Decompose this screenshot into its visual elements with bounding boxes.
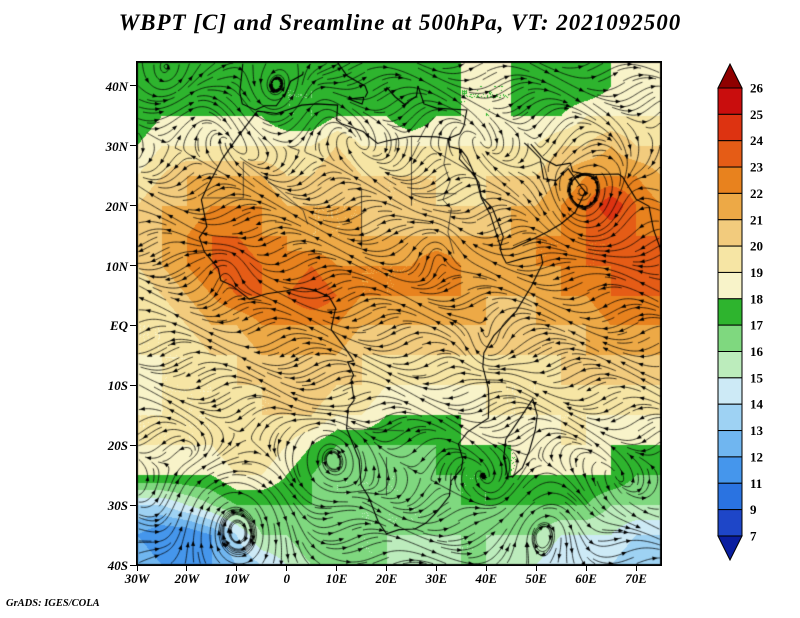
y-tick-mark [130, 205, 137, 207]
x-tick-label: 50E [525, 571, 548, 586]
colorbar-label: 23 [750, 160, 764, 175]
colorbar-segment [717, 456, 743, 484]
x-tick-mark [485, 565, 487, 571]
colorbar-segment [717, 298, 743, 326]
x-tick-mark [336, 565, 338, 571]
y-tick-label: EQ [109, 318, 128, 334]
y-tick-label: 30N [105, 138, 128, 154]
colorbar-label: 11 [750, 476, 762, 491]
colorbar-label: 7 [750, 528, 757, 543]
x-tick-mark [286, 565, 288, 571]
colorbar-label: 24 [750, 133, 764, 148]
colorbar-segment [717, 403, 743, 432]
x-tick-label: 0 [283, 571, 290, 586]
x-tick-mark [186, 565, 188, 571]
grads-credit: GrADS: IGES/COLA [6, 598, 100, 609]
colorbar-label: 21 [750, 212, 763, 227]
colorbar-segment [717, 430, 743, 458]
colorbar-label: 12 [750, 449, 763, 464]
x-tick-label: 30W [124, 571, 150, 586]
x-tick-label: 20E [375, 571, 398, 586]
y-tick-mark [130, 265, 137, 267]
colorbar-segment [717, 87, 743, 115]
colorbar-segment [717, 482, 743, 511]
colorbar: 26 25 24 23 22 21 20 19 18 17 16 15 14 13 12 11 9 7 [717, 62, 764, 562]
colorbar-segment [717, 245, 743, 273]
colorbar-segment [717, 192, 743, 221]
colorbar-label: 9 [750, 502, 757, 517]
y-tick-mark [130, 145, 137, 147]
x-tick-label: 10E [325, 571, 348, 586]
x-tick-label: 10W [224, 571, 250, 586]
colorbar-label: 22 [750, 186, 763, 201]
colorbar-label: 13 [750, 423, 764, 438]
colorbar-segment [717, 113, 743, 142]
colorbar-arrow-bottom [717, 535, 743, 562]
y-tick-label: 20S [107, 438, 128, 454]
x-tick-mark [635, 565, 637, 571]
colorbar-segment [717, 219, 743, 247]
colorbar-label: 25 [750, 107, 764, 122]
x-tick-label: 20W [174, 571, 200, 586]
colorbar-segment [717, 351, 743, 379]
y-tick-label: 10S [107, 378, 128, 394]
y-tick-mark [130, 504, 137, 506]
colorbar-segment [717, 377, 743, 405]
x-tick-mark [386, 565, 388, 571]
y-tick-mark [130, 444, 137, 446]
map-canvas [136, 61, 662, 566]
colorbar-label: 20 [750, 239, 763, 254]
colorbar-label: 19 [750, 265, 764, 280]
x-tick-label: 70E [625, 571, 647, 586]
colorbar-label: 16 [750, 344, 764, 359]
colorbar-label: 26 [750, 81, 764, 96]
y-tick-label: 30S [107, 498, 128, 514]
y-tick-mark [130, 324, 137, 326]
x-tick-mark [435, 565, 437, 571]
colorbar-label: 15 [750, 370, 764, 385]
x-tick-mark [136, 565, 138, 571]
colorbar-segment [717, 271, 743, 300]
colorbar-segment [717, 324, 743, 352]
x-tick-mark [585, 565, 587, 571]
y-tick-label: 40N [105, 78, 128, 94]
y-tick-mark [130, 564, 137, 566]
colorbar-segment [717, 509, 743, 537]
colorbar-label: 18 [750, 291, 764, 306]
x-tick-label: 30E [425, 571, 448, 586]
x-tick-mark [236, 565, 238, 571]
y-tick-label: 20N [105, 198, 128, 214]
x-tick-mark [535, 565, 537, 571]
y-tick-mark [130, 384, 137, 386]
y-tick-mark [130, 85, 137, 87]
colorbar-arrow-top [717, 62, 743, 89]
y-tick-label: 10N [105, 258, 128, 274]
colorbar-label: 14 [750, 397, 764, 412]
colorbar-label: 17 [750, 318, 764, 333]
chart-title: WBPT [C] and Sreamline at 500hPa, VT: 20… [118, 10, 682, 35]
x-tick-label: 60E [575, 571, 597, 586]
x-tick-label: 40E [475, 571, 498, 586]
y-tick-label: 40S [107, 558, 128, 573]
colorbar-segment [717, 140, 743, 168]
colorbar-segment [717, 166, 743, 194]
